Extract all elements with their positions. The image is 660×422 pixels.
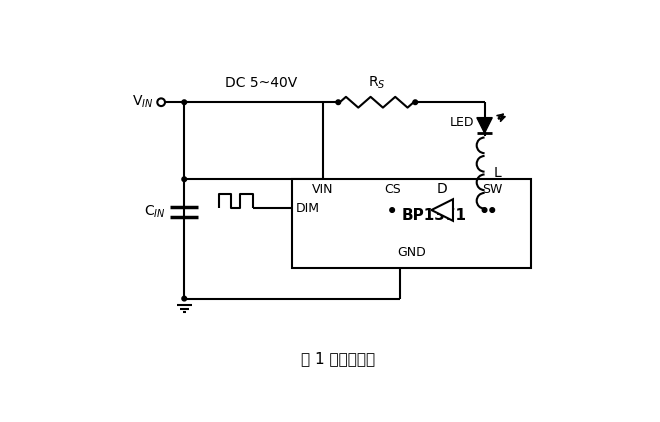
Circle shape: [490, 208, 494, 212]
Text: GND: GND: [397, 246, 426, 259]
Text: L: L: [494, 166, 502, 180]
Circle shape: [336, 100, 341, 105]
Text: D: D: [437, 182, 447, 196]
Circle shape: [390, 208, 395, 212]
Text: LED: LED: [449, 116, 474, 129]
Polygon shape: [477, 118, 492, 133]
Circle shape: [182, 100, 187, 105]
Circle shape: [482, 208, 487, 212]
Text: V$_{IN}$: V$_{IN}$: [132, 94, 153, 111]
Circle shape: [182, 177, 187, 181]
Circle shape: [182, 296, 187, 301]
Text: R$_S$: R$_S$: [368, 75, 385, 92]
Text: DC 5~40V: DC 5~40V: [225, 76, 298, 90]
Text: SW: SW: [482, 183, 502, 196]
Polygon shape: [432, 199, 453, 221]
Text: BP1371: BP1371: [402, 208, 467, 223]
Text: DIM: DIM: [296, 202, 320, 215]
Bar: [292, 179, 531, 268]
Text: VIN: VIN: [312, 183, 333, 196]
Text: CS: CS: [383, 183, 401, 196]
Text: C$_{IN}$: C$_{IN}$: [144, 204, 166, 220]
Text: 图 1 典型应用图: 图 1 典型应用图: [301, 351, 376, 366]
Circle shape: [413, 100, 418, 105]
